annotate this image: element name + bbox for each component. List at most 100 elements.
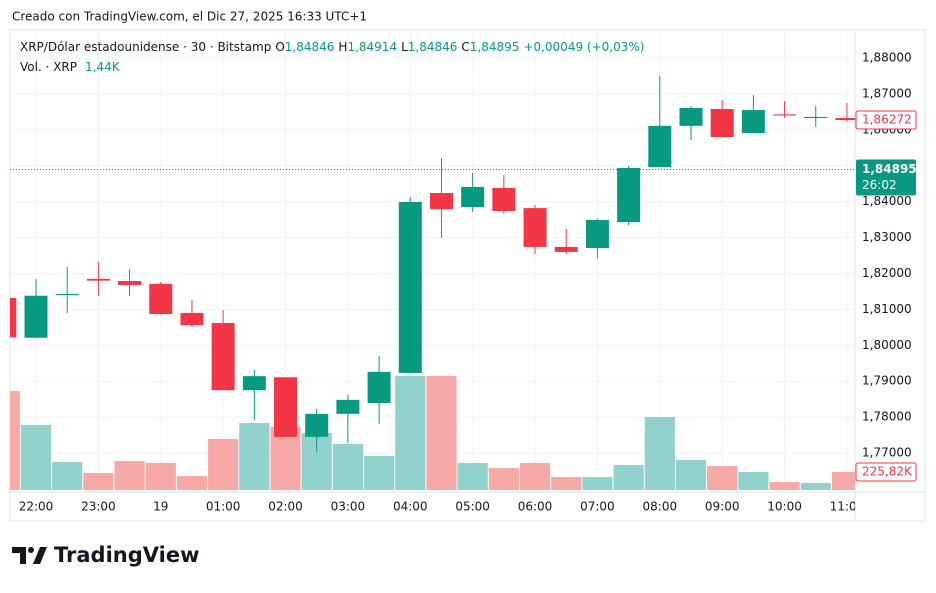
x-tick-label: 09:00 bbox=[705, 500, 740, 514]
change: +0,00049 (+0,03%) bbox=[523, 40, 644, 54]
ohlc-key: L bbox=[401, 40, 408, 54]
candle-body bbox=[648, 125, 672, 168]
candle-body bbox=[274, 377, 298, 437]
symbol: XRP/Dólar estadounidense · 30 · Bitstamp bbox=[20, 40, 271, 54]
ohlc-key: H bbox=[338, 40, 347, 54]
candle-body bbox=[585, 219, 609, 248]
candle-body bbox=[461, 186, 485, 208]
x-tick-label: 08:00 bbox=[643, 500, 678, 514]
y-tick-label: 1,78000 bbox=[862, 410, 912, 424]
volume-bar bbox=[20, 424, 52, 490]
created-note: Creado con TradingView.com, el Dic 27, 2… bbox=[12, 10, 367, 24]
candle-body bbox=[55, 293, 79, 296]
brand-logo: TradingView bbox=[12, 543, 199, 567]
x-tick-label: 19 bbox=[153, 500, 168, 514]
axes: 1,77000 1,78000 1,79000 1,80000 1,81000 1,820… bbox=[19, 51, 917, 514]
volume-bar bbox=[582, 477, 613, 490]
y-tick-label: 1,83000 bbox=[862, 230, 912, 244]
ohlc-value: 1,84846 bbox=[285, 40, 335, 54]
candles bbox=[10, 75, 855, 452]
y-tick-label: 1,87000 bbox=[862, 86, 912, 100]
candle-body bbox=[554, 246, 578, 252]
candle-body bbox=[835, 117, 855, 121]
volume-bar bbox=[363, 455, 395, 490]
crosshair-price-box bbox=[856, 159, 916, 196]
candle-body bbox=[242, 376, 266, 391]
candle-body bbox=[367, 371, 391, 404]
candle-body bbox=[305, 413, 329, 437]
volume-bar bbox=[738, 471, 769, 490]
crosshair-price-label: 1,84895 bbox=[862, 162, 917, 176]
volume-bar bbox=[395, 375, 426, 490]
volume-bar bbox=[800, 482, 831, 490]
volume-bar bbox=[769, 482, 800, 490]
volume-value: 1,44K bbox=[85, 60, 121, 74]
volume-bar bbox=[270, 426, 301, 490]
candle-body bbox=[336, 399, 360, 414]
ohlc-value: 1,84914 bbox=[347, 40, 397, 54]
grid bbox=[10, 30, 855, 492]
x-tick-label: 03:00 bbox=[331, 500, 366, 514]
last-price-label: 1,86272 bbox=[862, 113, 912, 127]
candle-body bbox=[617, 167, 641, 223]
candle-body bbox=[804, 116, 828, 118]
x-tick-label: 06:00 bbox=[518, 500, 553, 514]
ohlc-value: 1,84895 bbox=[470, 40, 520, 54]
x-tick-label: 01:00 bbox=[206, 500, 241, 514]
y-tick-label: 1,82000 bbox=[862, 266, 912, 280]
volume-title: Vol. · XRP bbox=[20, 60, 77, 74]
volume-bar bbox=[644, 416, 675, 490]
ohlc-key: C bbox=[461, 40, 469, 54]
symbol-legend: XRP/Dólar estadounidense · 30 · Bitstamp… bbox=[20, 40, 644, 54]
brand-name: TradingView bbox=[54, 543, 199, 567]
candle-body bbox=[741, 110, 765, 134]
volume-bar bbox=[83, 473, 114, 490]
volume-bar bbox=[675, 459, 707, 490]
volume-bar bbox=[52, 462, 83, 490]
volume-bar bbox=[519, 462, 551, 490]
ohlc-key: O bbox=[275, 40, 284, 54]
volume-bar bbox=[613, 464, 644, 490]
x-tick-label: 10:00 bbox=[767, 500, 802, 514]
y-tick-label: 1,79000 bbox=[862, 374, 912, 388]
y-tick-label: 1,88000 bbox=[862, 51, 912, 65]
volume-bar bbox=[707, 466, 738, 490]
candle-body bbox=[773, 114, 797, 116]
volume-bar bbox=[176, 475, 208, 490]
y-tick-label: 1,84000 bbox=[862, 194, 912, 208]
candle-body bbox=[118, 281, 142, 285]
volume-bar bbox=[208, 438, 239, 490]
candle-body bbox=[710, 109, 734, 138]
volume-bar bbox=[145, 462, 176, 490]
candle-body bbox=[10, 297, 17, 338]
volume-bar bbox=[488, 467, 519, 490]
candle-body bbox=[429, 193, 453, 210]
x-tick-label: 11:00 bbox=[830, 500, 865, 514]
volume-bar bbox=[239, 422, 270, 490]
chart-frame bbox=[9, 29, 926, 522]
volume-bar bbox=[551, 477, 582, 490]
volume-last-box bbox=[855, 462, 917, 482]
volume-bar bbox=[10, 390, 20, 490]
volume-last-label: 225,82K bbox=[862, 464, 913, 478]
candle-body bbox=[24, 295, 48, 338]
volume-bars bbox=[10, 375, 855, 490]
x-tick-label: 07:00 bbox=[580, 500, 615, 514]
candle-body bbox=[149, 283, 173, 315]
candle-body bbox=[211, 323, 235, 391]
volume-bar bbox=[457, 462, 488, 490]
candle-body bbox=[180, 312, 204, 326]
candle-body bbox=[679, 107, 703, 126]
ohlc-value: 1,84846 bbox=[408, 40, 458, 54]
candle-body bbox=[86, 278, 110, 281]
candle-body bbox=[398, 202, 422, 373]
y-tick-label: 1,81000 bbox=[862, 302, 912, 316]
x-tick-label: 02:00 bbox=[268, 500, 303, 514]
x-tick-label: 05:00 bbox=[455, 500, 490, 514]
volume-legend: Vol. · XRP 1,44K bbox=[20, 60, 121, 74]
last-price-box bbox=[855, 110, 917, 130]
y-tick-label: 1,80000 bbox=[862, 338, 912, 352]
x-tick-label: 22:00 bbox=[19, 500, 54, 514]
